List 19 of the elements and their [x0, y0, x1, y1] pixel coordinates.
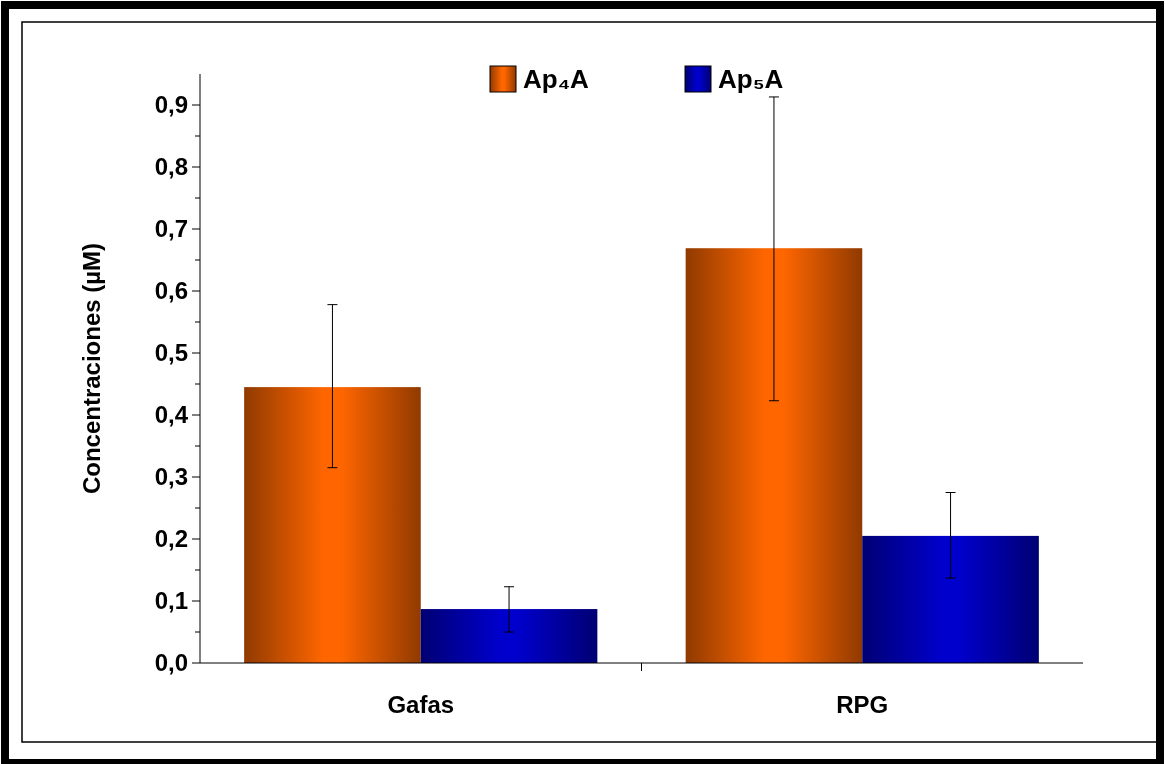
y-tick-label: 0,2 [154, 525, 188, 553]
x-tick-label: RPG [836, 691, 889, 718]
bar [244, 387, 421, 663]
y-tick-label: 0,1 [154, 587, 188, 615]
bar [685, 248, 863, 663]
legend-label: Ap₅A [718, 64, 784, 94]
y-tick-label: 0,4 [154, 401, 189, 429]
bar [862, 535, 1039, 663]
y-axis-title: Concentraciones (µM) [78, 242, 105, 495]
y-tick-label: 0,0 [154, 649, 188, 677]
y-tick-label: 0,8 [154, 153, 188, 181]
x-tick-label: Gafas [387, 691, 455, 718]
y-tick-label: 0,5 [154, 339, 188, 367]
y-tick-label: 0,6 [154, 277, 188, 305]
y-tick-label: 0,7 [154, 215, 188, 243]
legend-label: Ap₄A [523, 64, 590, 94]
bar [420, 609, 598, 663]
y-tick-label: 0,3 [154, 463, 188, 491]
y-tick-label: 0,9 [154, 91, 188, 119]
